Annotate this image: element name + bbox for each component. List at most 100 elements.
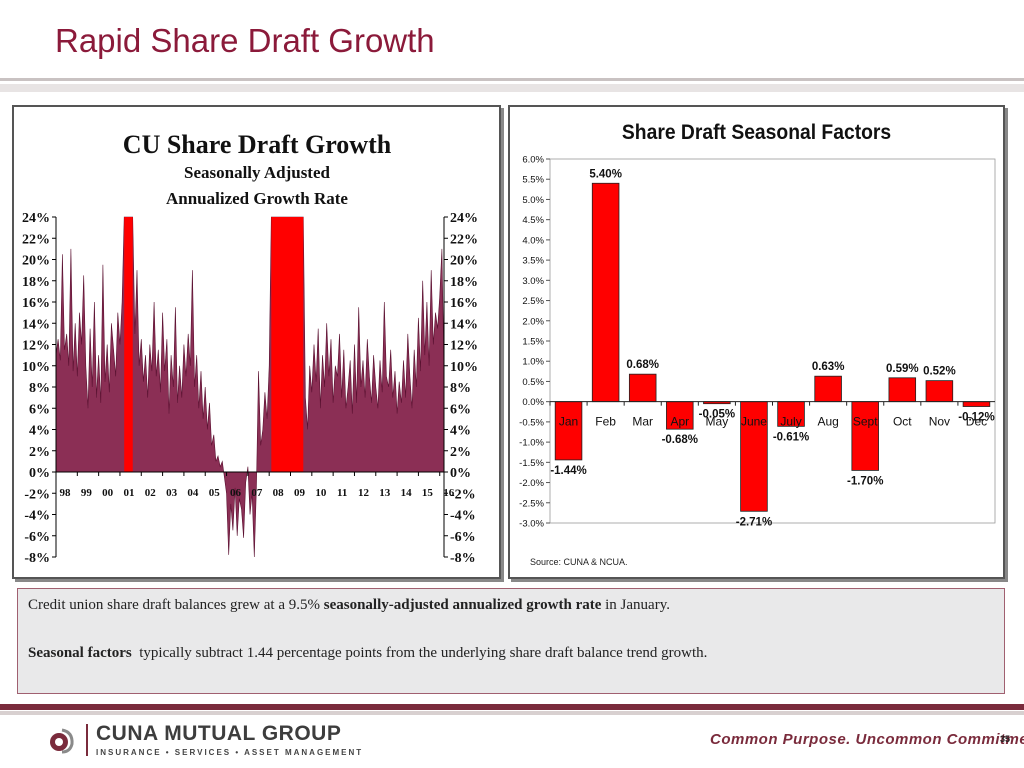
y-tick-label-right: 16% xyxy=(450,296,478,311)
header-rule-shadow xyxy=(0,84,1024,92)
y-tick-label-left: 18% xyxy=(22,275,50,290)
y-tick-label-left: 24% xyxy=(22,211,50,226)
category-label: Nov xyxy=(929,415,950,429)
bar-dec xyxy=(962,401,991,407)
y-tick-label: 1.0% xyxy=(522,357,544,368)
y-tick-label-left: -4% xyxy=(24,509,50,524)
y-tick-label-left: 12% xyxy=(22,339,50,354)
highlight-bar-0 xyxy=(124,217,133,472)
footer-rule-shadow xyxy=(0,711,1024,715)
y-tick-label-right: 14% xyxy=(450,317,478,332)
tagline: Common Purpose. Uncommon Commitment. xyxy=(710,731,1024,748)
seasonal-chart-source: Source: CUNA & NCUA. xyxy=(530,557,628,567)
data-label: -0.68% xyxy=(662,434,698,446)
y-tick-label: -1.5% xyxy=(519,458,544,469)
data-label: -0.61% xyxy=(773,431,809,443)
category-label: Jan xyxy=(559,415,578,429)
y-tick-label: 2.5% xyxy=(522,296,544,307)
y-tick-label: 1.5% xyxy=(522,337,544,348)
bar-mar xyxy=(628,373,657,403)
logo-divider xyxy=(86,724,88,756)
data-label: -1.44% xyxy=(550,465,586,477)
y-tick-label-right: 20% xyxy=(450,254,478,269)
category-label: Feb xyxy=(595,415,616,429)
growth-chart-subtitle-2: Annualized Growth Rate xyxy=(166,189,348,208)
category-label: Dec xyxy=(966,415,987,429)
y-tick-label-left: 8% xyxy=(29,381,50,396)
highlight-bar-1 xyxy=(271,217,304,472)
x-tick-label: 00 xyxy=(102,487,114,499)
y-tick-label: -0.5% xyxy=(519,417,544,428)
y-tick-label-right: -4% xyxy=(450,509,476,524)
page-number: 35 xyxy=(1000,734,1011,744)
y-tick-label: 0.0% xyxy=(522,397,544,408)
x-tick-label: 98 xyxy=(60,487,72,499)
seasonal-chart-panel: Share Draft Seasonal Factors -3.0% -2.5% -… xyxy=(508,105,1005,579)
category-label: Sept xyxy=(853,415,878,429)
logo-subtitle: INSURANCE • SERVICES • ASSET MANAGEMENT xyxy=(96,748,364,757)
y-tick-label-left: 10% xyxy=(22,360,50,375)
y-tick-label-right: 22% xyxy=(450,232,478,247)
y-tick-label-right: 12% xyxy=(450,339,478,354)
bar-apr xyxy=(666,401,694,430)
category-label: May xyxy=(706,415,729,429)
y-tick-label: -2.0% xyxy=(519,478,544,489)
y-tick-label-left: 2% xyxy=(29,445,50,460)
y-tick-label: 0.5% xyxy=(522,377,544,388)
growth-series-area xyxy=(55,216,445,558)
logo-mark-icon xyxy=(50,728,74,754)
bar-nov xyxy=(925,380,954,403)
y-tick-label: -3.0% xyxy=(519,519,544,530)
y-tick-label: 3.0% xyxy=(522,276,544,287)
p1-emphasis: seasonally-adjusted annualized growth ra… xyxy=(323,597,602,613)
p2-text-end: typically subtract 1.44 percentage point… xyxy=(131,645,708,661)
y-tick-label-right: 4% xyxy=(450,424,471,439)
category-label: Oct xyxy=(893,415,912,429)
seasonal-chart-title: Share Draft Seasonal Factors xyxy=(622,121,891,144)
data-label: 5.40% xyxy=(589,168,622,180)
x-tick-label: 13 xyxy=(379,487,391,499)
x-tick-label: 11 xyxy=(337,487,347,499)
y-tick-label-left: -2% xyxy=(24,487,50,502)
y-tick-label-left: -6% xyxy=(24,530,50,545)
bar-jan xyxy=(554,401,583,461)
x-tick-label: 99 xyxy=(81,487,93,499)
bar-june xyxy=(740,401,768,512)
y-tick-label: 4.0% xyxy=(522,235,544,246)
slide-title: Rapid Share Draft Growth xyxy=(55,22,435,59)
seasonal-chart: Share Draft Seasonal Factors -3.0% -2.5% -… xyxy=(519,121,996,567)
growth-chart-panel: CU Share Draft Growth Seasonally Adjuste… xyxy=(12,105,501,579)
growth-chart-title: CU Share Draft Growth xyxy=(123,130,392,159)
data-label: -0.05% xyxy=(699,409,735,421)
x-tick-label: 09 xyxy=(294,487,306,499)
logo-name: CUNA MUTUAL GROUP xyxy=(96,722,342,745)
commentary-paragraph-2: Seasonal factors typically subtract 1.44… xyxy=(28,645,707,662)
y-tick-label-left: 6% xyxy=(29,402,50,417)
y-tick-label-left: 20% xyxy=(22,254,50,269)
p1-text-end: in January. xyxy=(601,597,670,613)
x-tick-label: 04 xyxy=(187,487,199,499)
y-tick-label-right: 6% xyxy=(450,402,471,417)
y-tick-label-right: 0% xyxy=(450,466,471,481)
data-label: 0.52% xyxy=(923,366,956,378)
category-label: Mar xyxy=(632,415,653,429)
x-tick-label: 01 xyxy=(123,487,134,499)
y-tick-label: -2.5% xyxy=(519,498,544,509)
y-tick-label-right: -6% xyxy=(450,530,476,545)
x-tick-label: 02 xyxy=(145,487,157,499)
y-tick-label-left: 22% xyxy=(22,232,50,247)
data-label: 0.59% xyxy=(886,363,919,375)
x-tick-label: 14 xyxy=(401,487,413,499)
category-label: July xyxy=(780,415,801,429)
x-tick-label: 08 xyxy=(273,487,285,499)
y-tick-label-right: 8% xyxy=(450,381,471,396)
y-tick-label-left: 4% xyxy=(29,424,50,439)
y-tick-label-right: 18% xyxy=(450,275,478,290)
y-tick-label: -1.0% xyxy=(519,438,544,449)
y-tick-label-right: -2% xyxy=(450,487,476,502)
x-tick-label: 06 xyxy=(230,487,242,499)
footer-rule xyxy=(0,704,1024,710)
growth-chart-subtitle-1: Seasonally Adjusted xyxy=(184,163,330,182)
y-tick-label-left: 14% xyxy=(22,317,50,332)
bar-sept xyxy=(851,401,879,471)
